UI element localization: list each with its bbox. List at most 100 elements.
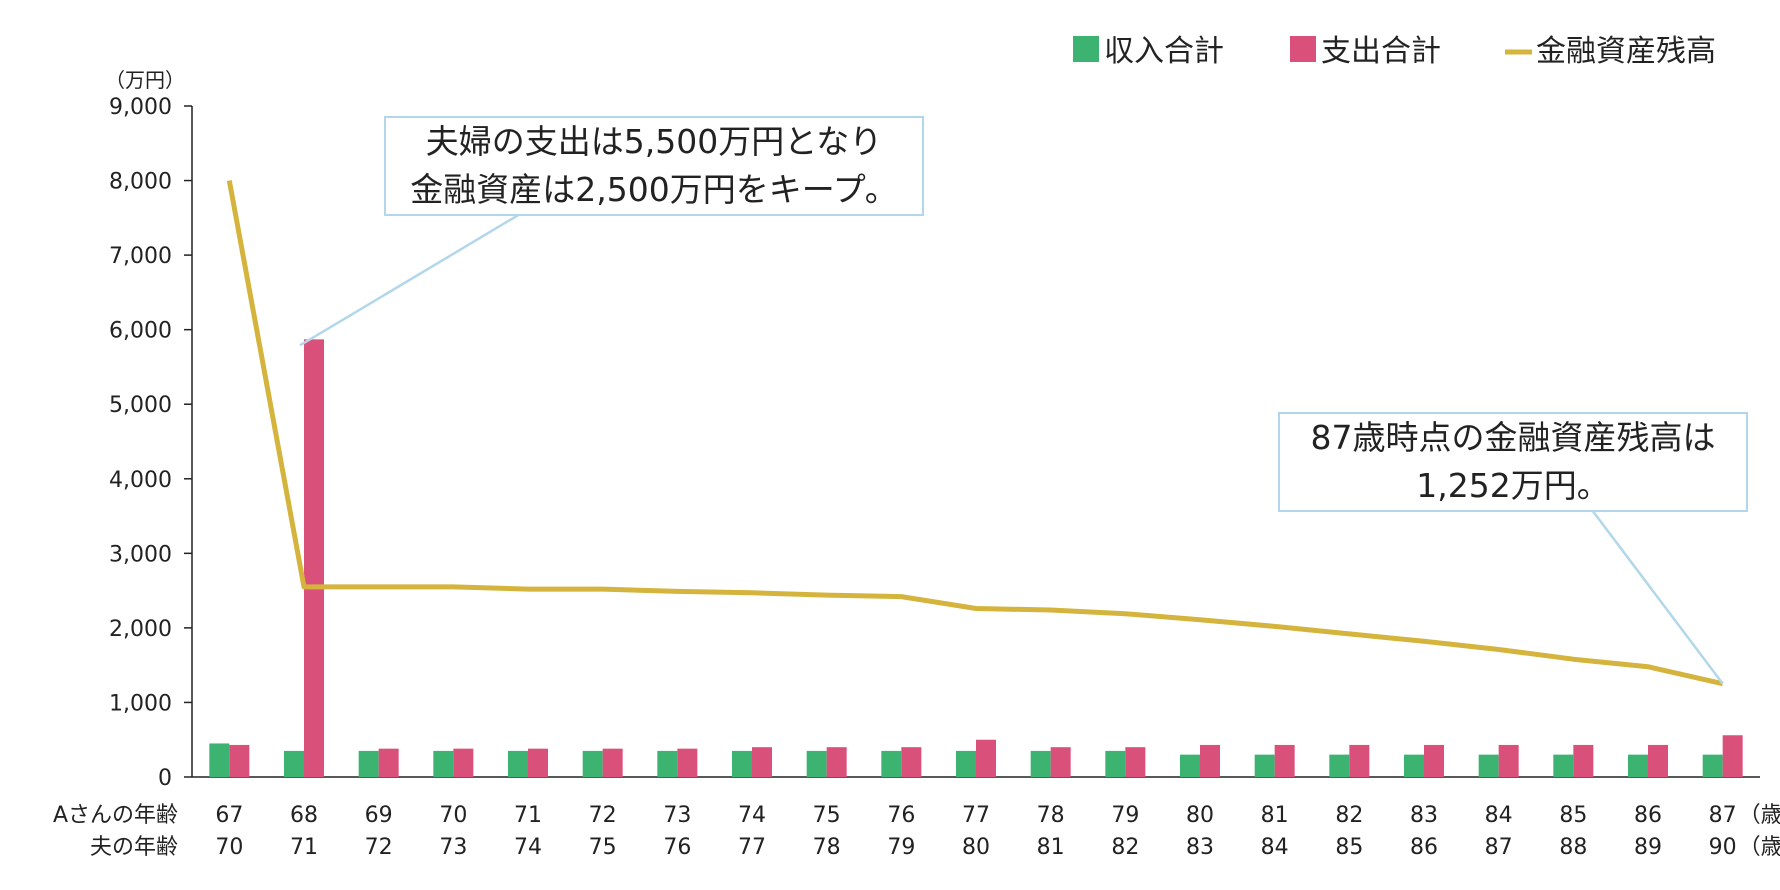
x-tick-husband-age: 82 bbox=[1111, 835, 1139, 860]
x-tick-a-age: 67 bbox=[215, 803, 243, 828]
y-tick-label: 3,000 bbox=[109, 542, 172, 567]
y-tick-label: 5,000 bbox=[109, 393, 172, 418]
labels-group: 0 1,000 2,000 3,000 4,000 5,000 6,000 7,000 8,00… bbox=[53, 68, 1780, 860]
x-tick-a-age: 70 bbox=[439, 803, 467, 828]
bar-expense bbox=[1573, 744, 1594, 777]
x-tick-husband-age: 86 bbox=[1410, 835, 1438, 860]
x-tick-a-age: 77 bbox=[962, 803, 990, 828]
y-tick-label: 8,000 bbox=[109, 170, 172, 195]
x-tick-husband-age: 77 bbox=[738, 835, 766, 860]
y-tick-label: 4,000 bbox=[109, 468, 172, 493]
x-tick-a-age: 86 bbox=[1634, 803, 1662, 828]
x-tick-husband-age: 90 bbox=[1709, 835, 1737, 860]
bar-expense bbox=[976, 739, 996, 777]
x-tick-husband-age: 78 bbox=[813, 835, 841, 860]
x-tick-husband-age: 84 bbox=[1261, 835, 1289, 860]
x-tick-husband-age: 76 bbox=[663, 835, 691, 860]
callout-leaders bbox=[299, 212, 1724, 685]
bar-expense bbox=[1722, 735, 1743, 777]
y-tick-label: 2,000 bbox=[109, 617, 172, 642]
x-tick-a-age: 84 bbox=[1485, 803, 1513, 828]
legend-label-income: 収入合計 bbox=[1104, 34, 1224, 69]
x-tick-a-age: 78 bbox=[1037, 803, 1065, 828]
bar-expense bbox=[1349, 744, 1370, 777]
bar-income bbox=[657, 750, 678, 777]
x-tick-husband-age: 89 bbox=[1634, 835, 1662, 860]
bar-expense bbox=[1274, 744, 1295, 777]
bar-expense bbox=[1498, 744, 1519, 777]
bar-income bbox=[1254, 754, 1275, 777]
x-tick-a-age: 82 bbox=[1335, 803, 1363, 828]
x-tick-a-age: 76 bbox=[887, 803, 915, 828]
y-tick-label: 6,000 bbox=[109, 319, 172, 344]
y-tick-label: 0 bbox=[158, 766, 172, 791]
bar-income bbox=[1478, 754, 1499, 777]
row-label-husband-age: 夫の年齢 bbox=[90, 835, 178, 860]
bar-income bbox=[881, 750, 902, 777]
x-tick-husband-age: 81 bbox=[1037, 835, 1065, 860]
callout-balance-line1: 87歳時点の金融資産残高は bbox=[1310, 418, 1716, 457]
bar-income bbox=[1702, 754, 1723, 777]
bar-income bbox=[433, 750, 454, 777]
legend-label-balance: 金融資産残高 bbox=[1536, 34, 1716, 69]
bar-expense bbox=[1648, 744, 1668, 777]
x-tick-a-age: 69 bbox=[365, 803, 393, 828]
bar-expense bbox=[826, 747, 847, 777]
x-tick-a-age: 79 bbox=[1111, 803, 1139, 828]
x-tick-a-age: 75 bbox=[813, 803, 841, 828]
legend-label-expense: 支出合計 bbox=[1321, 34, 1441, 69]
bar-income bbox=[956, 750, 976, 777]
bar-expense bbox=[453, 748, 474, 777]
x-tick-husband-age: 87 bbox=[1485, 835, 1513, 860]
callout-leader-expense bbox=[299, 212, 521, 347]
x-tick-husband-age: 88 bbox=[1559, 835, 1587, 860]
bar-income bbox=[1329, 754, 1350, 777]
line-group bbox=[226, 180, 1724, 687]
bars-group bbox=[209, 339, 1743, 777]
bar-income bbox=[732, 750, 752, 777]
legend-swatch-expense bbox=[1290, 36, 1316, 62]
callout-expense-line2: 金融資産は2,500万円をキープ。 bbox=[410, 170, 898, 209]
bar-expense bbox=[1125, 747, 1146, 777]
callout-box-expense: 夫婦の支出は5,500万円となり 金融資産は2,500万円をキープ。 bbox=[384, 116, 924, 216]
callout-balance-line2: 1,252万円。 bbox=[1416, 466, 1610, 505]
x-tick-a-age: 71 bbox=[514, 803, 542, 828]
x-tick-a-age: 87 bbox=[1709, 803, 1737, 828]
bar-expense bbox=[602, 748, 623, 777]
x-tick-a-age: 80 bbox=[1186, 803, 1214, 828]
x-tick-a-age: 81 bbox=[1261, 803, 1289, 828]
bar-income bbox=[508, 750, 528, 777]
x-tick-husband-age: 83 bbox=[1186, 835, 1214, 860]
bar-income bbox=[358, 750, 379, 777]
x-tick-husband-age: 74 bbox=[514, 835, 542, 860]
bar-expense bbox=[378, 748, 399, 777]
x-tick-husband-age: 75 bbox=[589, 835, 617, 860]
x-tick-a-age: 72 bbox=[589, 803, 617, 828]
y-unit-label: （万円） bbox=[105, 68, 185, 92]
bar-income bbox=[806, 750, 827, 777]
callout-expense-line1: 夫婦の支出は5,500万円となり bbox=[425, 122, 883, 161]
bar-income bbox=[582, 750, 603, 777]
y-tick-label: 9,000 bbox=[109, 95, 172, 120]
callout-box-balance: 87歳時点の金融資産残高は 1,252万円。 bbox=[1278, 412, 1748, 512]
legend: 収入合計 支出合計 金融資産残高 bbox=[1073, 34, 1716, 69]
bar-expense bbox=[528, 748, 548, 777]
x-tick-husband-age: 80 bbox=[962, 835, 990, 860]
bar-expense bbox=[1050, 747, 1071, 777]
x-tick-a-age: 83 bbox=[1410, 803, 1438, 828]
bar-income bbox=[1105, 750, 1126, 777]
x-tick-husband-age: 73 bbox=[439, 835, 467, 860]
bar-income bbox=[1553, 754, 1574, 777]
x-tick-husband-age: 71 bbox=[290, 835, 318, 860]
bar-expense bbox=[677, 748, 698, 777]
x-tick-husband-age: 72 bbox=[365, 835, 393, 860]
bar-income bbox=[1628, 754, 1648, 777]
x-tick-a-age: 74 bbox=[738, 803, 766, 828]
x-tick-husband-age: 70 bbox=[215, 835, 243, 860]
callout-leader-balance bbox=[1591, 509, 1724, 685]
y-tick-label: 7,000 bbox=[109, 244, 172, 269]
row-label-a-age: Aさんの年齢 bbox=[53, 803, 178, 828]
legend-swatch-income bbox=[1073, 36, 1099, 62]
bar-expense bbox=[1424, 744, 1444, 777]
